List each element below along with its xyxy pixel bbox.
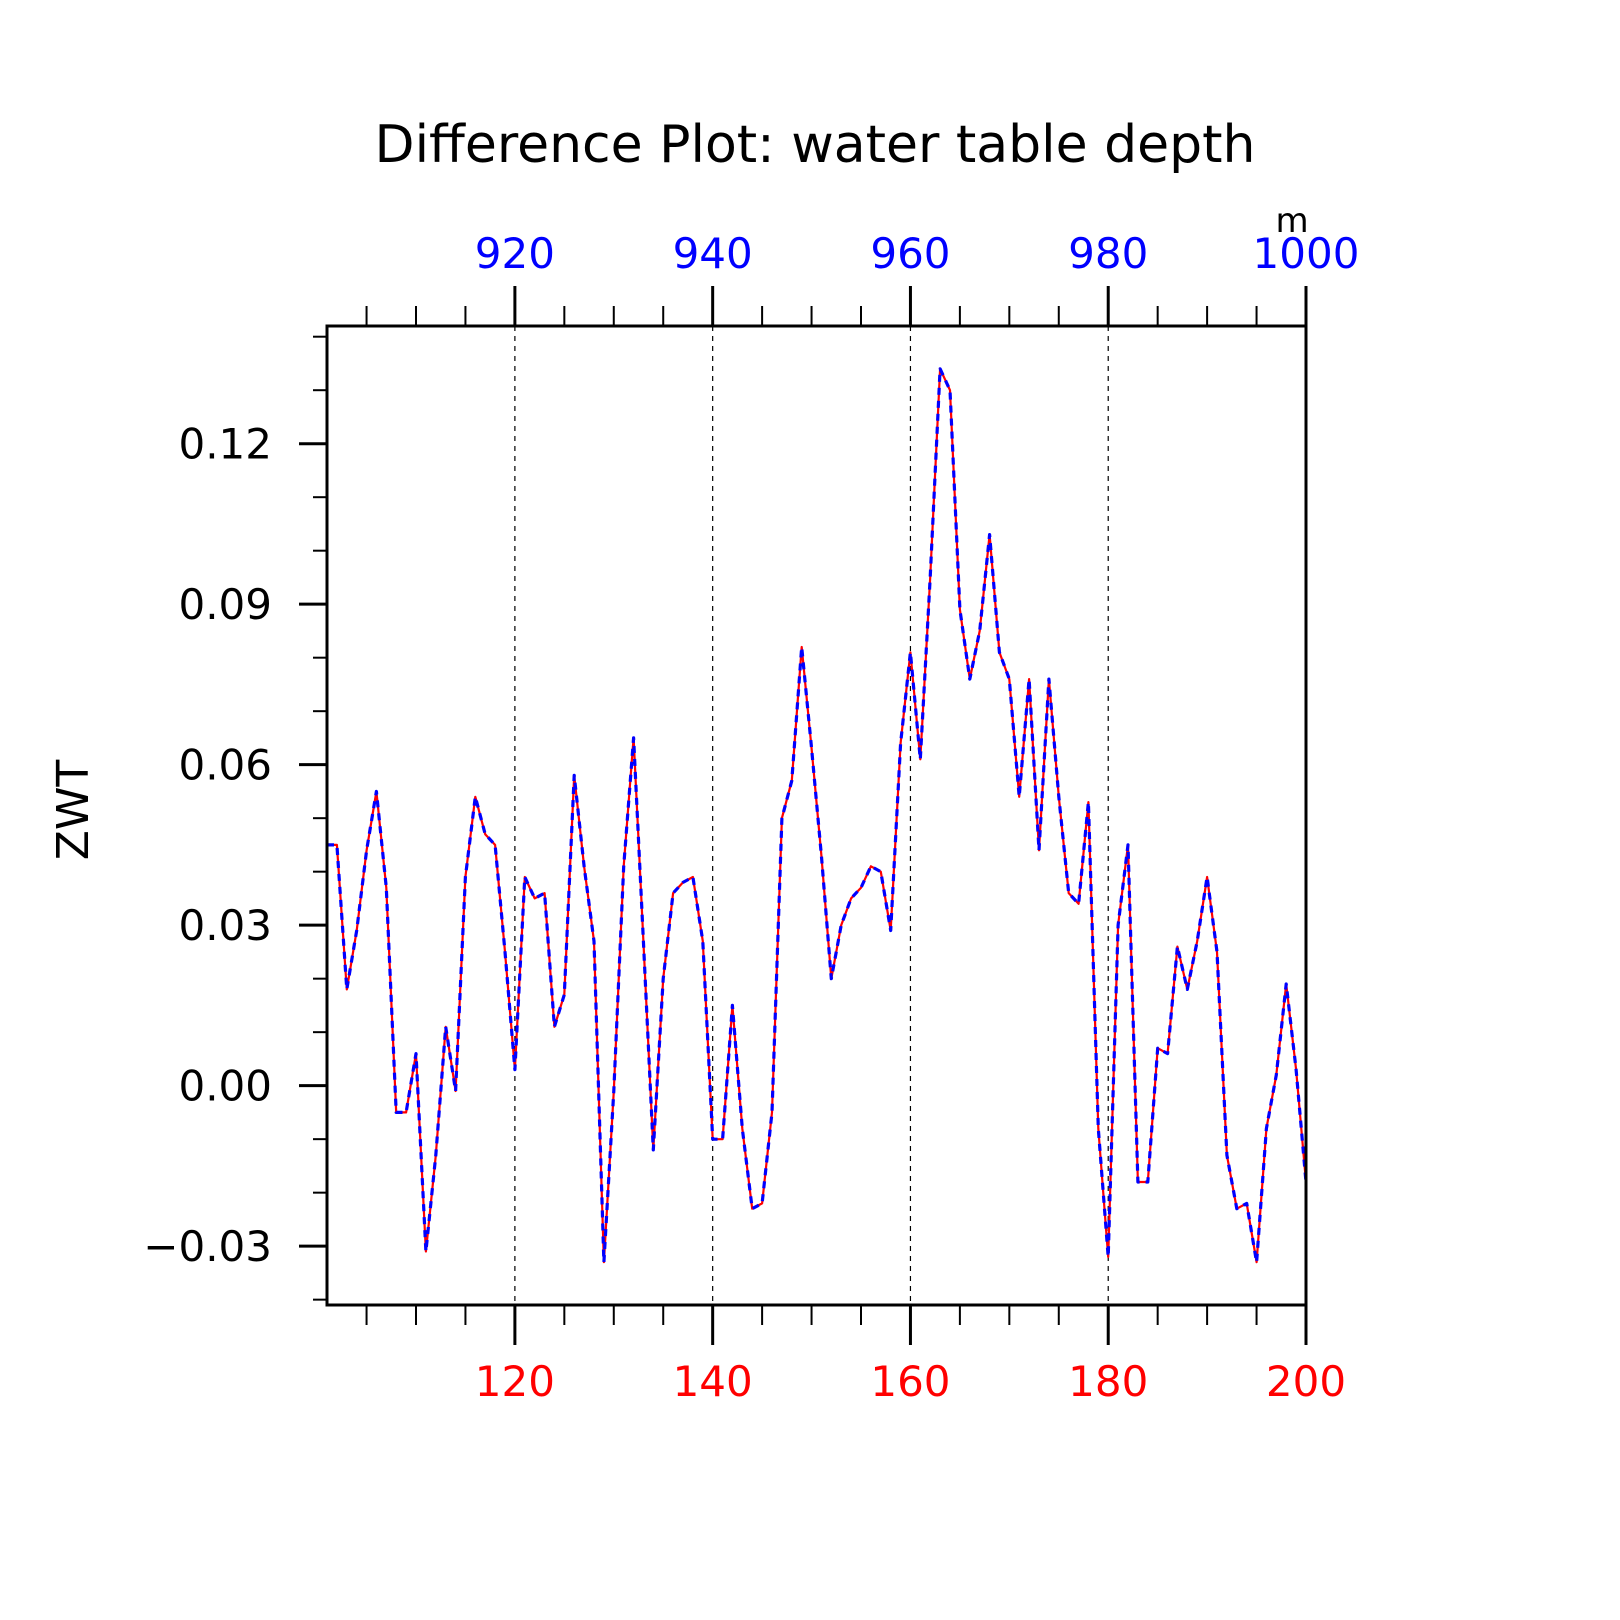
series-line-2 [327,367,1308,1264]
y-axis-label: ZWT [48,760,99,861]
y-tick-label-5: 0.12 [178,420,272,469]
axes [299,286,1308,1345]
grid-lines [514,326,1109,1305]
x-tick-label-bottom-1: 140 [673,1357,753,1406]
x-tick-label-top-1: 940 [673,229,753,278]
y-tick-label-1: 0.00 [178,1062,272,1111]
x-tick-label-top-2: 960 [870,229,950,278]
x-tick-label-top-0: 920 [475,229,555,278]
y-tick-label-4: 0.09 [178,580,272,629]
x-tick-label-bottom-3: 180 [1068,1357,1148,1406]
y-tick-label-3: 0.06 [178,741,272,790]
tick-labels: 120 140 160 180 200 920 940 960 980 1000 −0.03 0.00… [143,229,1359,1406]
x-tick-label-bottom-2: 160 [870,1357,950,1406]
plot-frame [325,324,1308,1307]
units-label: m [1275,201,1308,241]
y-tick-label-0: −0.03 [143,1222,272,1271]
y-tick-label-2: 0.03 [178,901,272,950]
x-tick-label-top-4: 1000 [1253,229,1360,278]
series-layer [327,367,1308,1264]
chart-title: Difference Plot: water table depth [375,115,1256,175]
x-tick-label-bottom-0: 120 [475,1357,555,1406]
x-tick-label-bottom-4: 200 [1266,1357,1346,1406]
x-tick-label-top-3: 980 [1068,229,1148,278]
